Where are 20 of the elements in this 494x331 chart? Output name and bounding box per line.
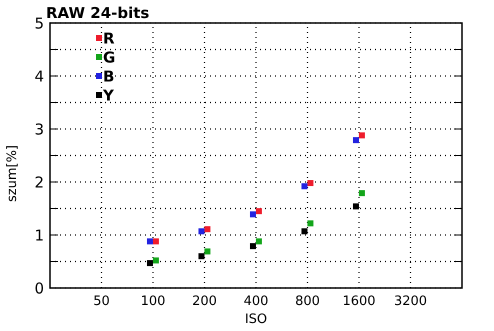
chart-title: RAW 24-bits (46, 4, 150, 22)
x-tick-label: 3200 (394, 294, 428, 309)
y-tick-label: 5 (34, 14, 44, 32)
x-tick-label: 200 (192, 294, 217, 309)
x-tick-label: 800 (295, 294, 320, 309)
x-tick-label: 50 (93, 294, 110, 309)
y-axis-title: szum[%] (5, 145, 20, 202)
legend-label: R (103, 30, 115, 48)
legend-label: B (103, 68, 114, 86)
x-axis-title: ISO (244, 312, 268, 327)
legend-label: Y (102, 86, 115, 105)
x-tick-label: 1600 (342, 294, 376, 309)
legend-label: G (103, 48, 116, 67)
x-tick-label: 100 (140, 294, 166, 309)
y-tick-label: 3 (34, 120, 44, 138)
y-tick-label: 2 (34, 173, 44, 192)
x-tick-label: 400 (244, 294, 268, 309)
y-tick-label: 1 (34, 226, 44, 244)
y-tick-label: 0 (34, 279, 44, 298)
y-tick-label: 4 (34, 67, 44, 86)
